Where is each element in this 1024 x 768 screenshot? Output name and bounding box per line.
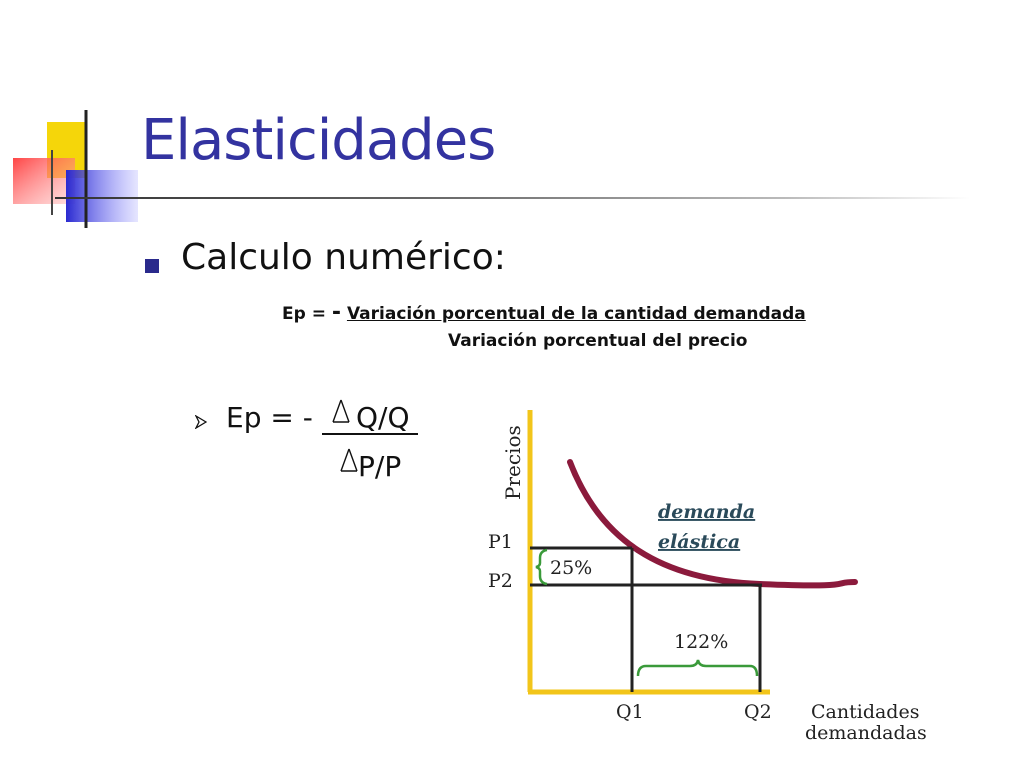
q2-label: Q2 <box>744 701 772 723</box>
decorative-logo <box>13 110 138 228</box>
quantity-change-brace <box>636 659 759 677</box>
delta-icon <box>340 448 358 472</box>
formula-denominator: Variación porcentual del precio <box>448 331 748 351</box>
ep-lhs: Ep = - <box>226 401 313 434</box>
page-title: Elasticidades <box>141 108 496 173</box>
curve-label-line1: demanda <box>658 501 755 523</box>
quantity-change-label: 122% <box>674 631 728 653</box>
p1-label: P1 <box>488 531 513 553</box>
bullet-square-icon <box>145 259 159 273</box>
ep-denominator: P/P <box>358 450 402 483</box>
subtitle: Calculo numérico: <box>181 237 506 278</box>
demand-curve <box>567 459 858 589</box>
ep-numerator: Q/Q <box>356 401 410 434</box>
p2-label: P2 <box>488 570 513 592</box>
arrow-bullet-icon <box>195 415 207 429</box>
price-change-label: 25% <box>550 557 592 579</box>
formula-lhs: Ep = <box>282 304 332 324</box>
title-divider <box>55 197 970 199</box>
fraction-bar <box>322 433 418 435</box>
formula-minus: - <box>331 300 342 325</box>
q1-label: Q1 <box>616 701 644 723</box>
demand-diagram: Precios P1 P2 25% 122% demanda elástica … <box>488 410 927 744</box>
formula-numerator-line: Ep = - Variación porcentual de la cantid… <box>282 300 806 325</box>
x-axis-label-line2: demandadas <box>805 722 927 744</box>
y-axis-label: Precios <box>501 425 525 500</box>
price-change-brace <box>535 548 548 586</box>
formula-numerator: Variación porcentual de la cantidad dema… <box>346 304 806 324</box>
delta-icon <box>332 399 350 423</box>
curve-label-line2: elástica <box>658 531 740 553</box>
x-axis-label-line1: Cantidades <box>811 701 919 723</box>
